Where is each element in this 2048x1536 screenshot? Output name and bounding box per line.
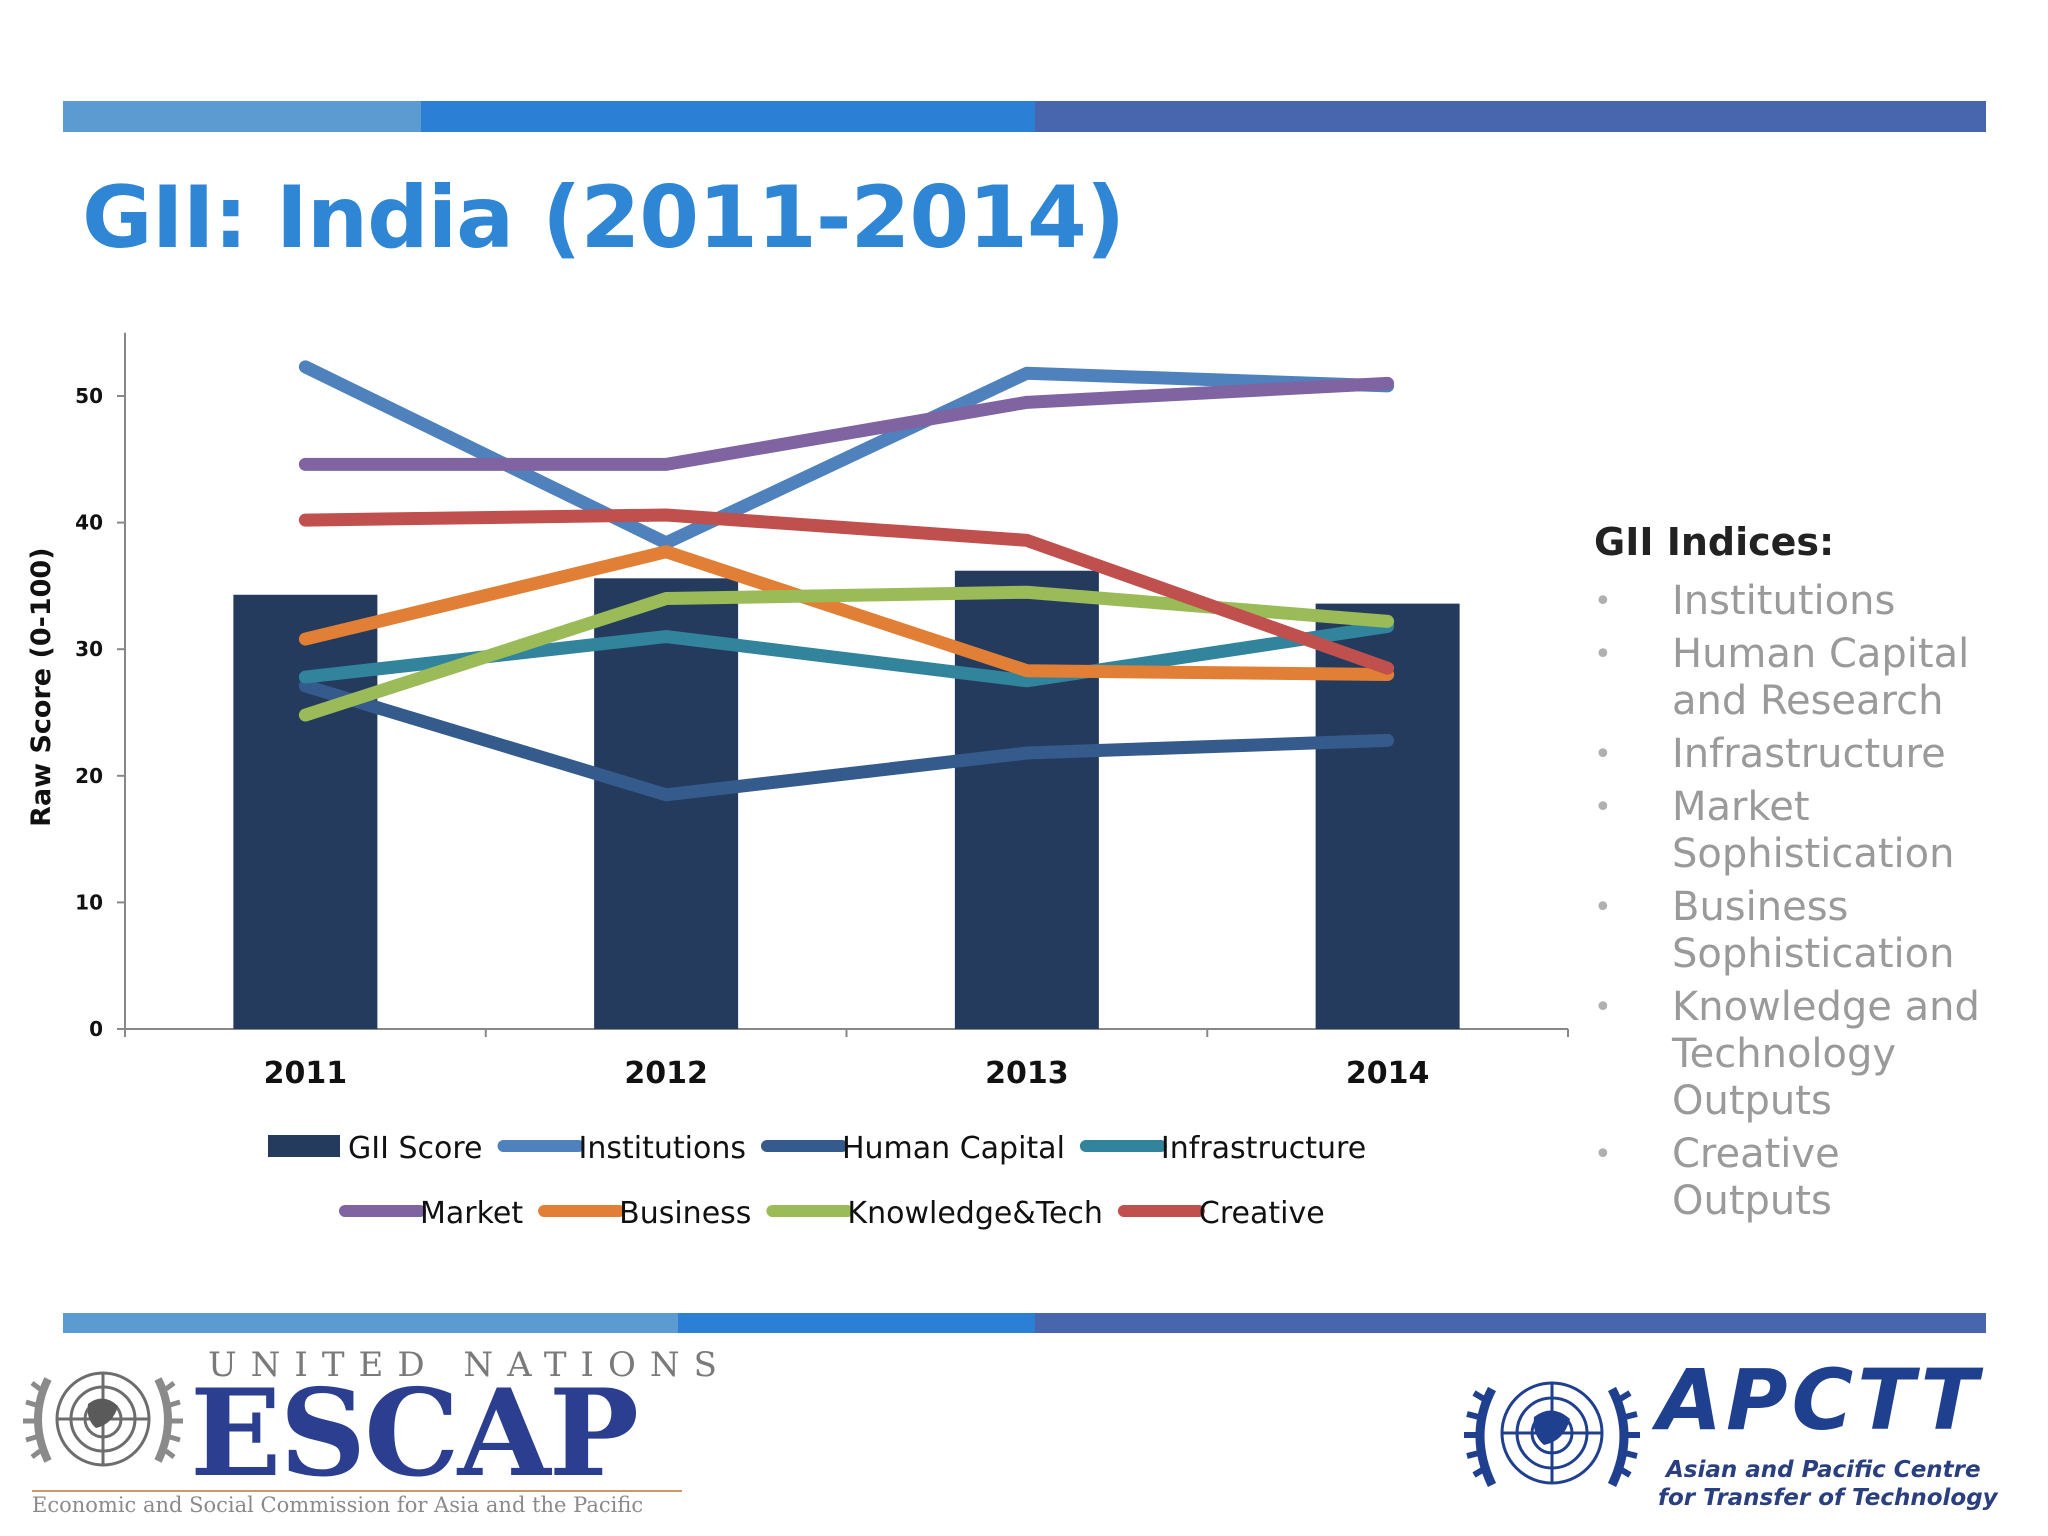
- y-tick-label: 10: [75, 890, 103, 914]
- bullet-icon: •: [1594, 890, 1612, 925]
- top-color-strip: [63, 101, 1986, 132]
- apctt-subtitle-line-1: Asian and Pacific Centre: [1666, 1457, 1981, 1483]
- x-tick-label: 2012: [624, 1056, 708, 1091]
- legend-label: Business: [619, 1196, 751, 1231]
- x-tick-label: 2013: [985, 1056, 1069, 1091]
- indices-item: • Market Sophistication: [1594, 784, 2034, 878]
- y-tick-label: 50: [75, 384, 103, 408]
- slide-title: GII: India (2011-2014): [82, 168, 1125, 268]
- indices-item: • Business Sophistication: [1594, 884, 2034, 978]
- bullet-icon: •: [1594, 637, 1612, 672]
- escap-subtitle: Economic and Social Commission for Asia …: [32, 1493, 644, 1517]
- indices-item-line: Sophistication: [1672, 931, 1955, 977]
- indices-item: • Institutions: [1594, 578, 2034, 625]
- un-emblem-icon: [23, 1371, 183, 1467]
- line-creative: [298, 508, 1395, 675]
- bullet-icon: •: [1594, 1137, 1612, 1172]
- x-tick-label: 2011: [264, 1056, 348, 1091]
- legend-label: Market: [420, 1196, 523, 1231]
- indices-item-line: Infrastructure: [1672, 731, 1946, 777]
- indices-item-line: Market: [1672, 784, 1810, 830]
- indices-item-line: Outputs: [1672, 1078, 1832, 1124]
- y-tick-label: 40: [75, 511, 103, 535]
- bottom-color-strip: [63, 1313, 1986, 1333]
- indices-item-line: Knowledge and: [1672, 984, 1980, 1030]
- un-emblem-icon: [1464, 1381, 1640, 1487]
- indices-heading: GII Indices:: [1594, 520, 1835, 564]
- line-market: [298, 376, 1395, 471]
- indices-item-line: Technology: [1672, 1031, 1897, 1077]
- bullet-icon: •: [1594, 737, 1612, 772]
- apctt-name: APCTT: [1657, 1351, 1982, 1449]
- legend-label: Institutions: [579, 1131, 746, 1166]
- legend-label: Infrastructure: [1161, 1131, 1366, 1166]
- indices-item-line: Creative: [1672, 1131, 1840, 1177]
- indices-item-line: Business: [1672, 884, 1849, 930]
- indices-item-line: Institutions: [1672, 578, 1896, 624]
- bullet-icon: •: [1594, 990, 1612, 1025]
- indices-item-line: Outputs: [1672, 1178, 1832, 1224]
- gii-indices-panel: GII Indices: • Institutions • Human Capital…: [1594, 520, 2034, 1231]
- escap-logo: UNITED NATIONS ESCAP Economic and Social…: [18, 1343, 717, 1523]
- indices-item: • Creative Outputs: [1594, 1131, 2034, 1225]
- escap-name: ESCAP: [190, 1363, 639, 1504]
- apctt-subtitle-line-2: for Transfer of Technology: [1658, 1485, 1998, 1511]
- indices-item: • Infrastructure: [1594, 731, 2034, 778]
- bar-gii-score: [954, 570, 1099, 1029]
- apctt-logo: APCTT Asian and Pacific Centre for Trans…: [1452, 1351, 2012, 1530]
- indices-item: • Human Capital and Research: [1594, 631, 2034, 725]
- indices-item-line: Human Capital: [1672, 631, 1970, 677]
- bullet-icon: •: [1594, 790, 1612, 825]
- legend-label: GII Score: [348, 1131, 483, 1166]
- bar-gii-score: [594, 578, 739, 1029]
- indices-item-line: Sophistication: [1672, 831, 1955, 877]
- gii-chart: 0 10 20 30 40 50 2011 2012 2013 2014 Raw Score (0-…: [26, 332, 1569, 1231]
- escap-divider: [32, 1490, 682, 1492]
- y-axis-label: Raw Score (0-100): [26, 547, 57, 826]
- escap-un-text: UNITED NATIONS: [208, 1345, 731, 1385]
- legend-label: Creative: [1199, 1196, 1325, 1231]
- y-tick-label: 20: [75, 764, 103, 788]
- line-institutions: [298, 360, 1395, 550]
- legend-label: Human Capital: [842, 1131, 1065, 1166]
- legend-label: Knowledge&Tech: [847, 1196, 1103, 1231]
- y-tick-label: 0: [89, 1017, 103, 1041]
- indices-item: • Knowledge and Technology Outputs: [1594, 984, 2034, 1125]
- line-business: [298, 545, 1395, 682]
- x-tick-label: 2014: [1346, 1056, 1430, 1091]
- bullet-icon: •: [1594, 584, 1612, 619]
- legend-swatch-bar: [268, 1135, 340, 1157]
- y-tick-label: 30: [75, 637, 103, 661]
- bar-gii-score: [233, 594, 378, 1029]
- indices-item-line: and Research: [1672, 678, 1944, 724]
- indices-list: • Institutions • Human Capital and Research •…: [1594, 578, 2034, 1225]
- line-human-capital: [298, 679, 1395, 802]
